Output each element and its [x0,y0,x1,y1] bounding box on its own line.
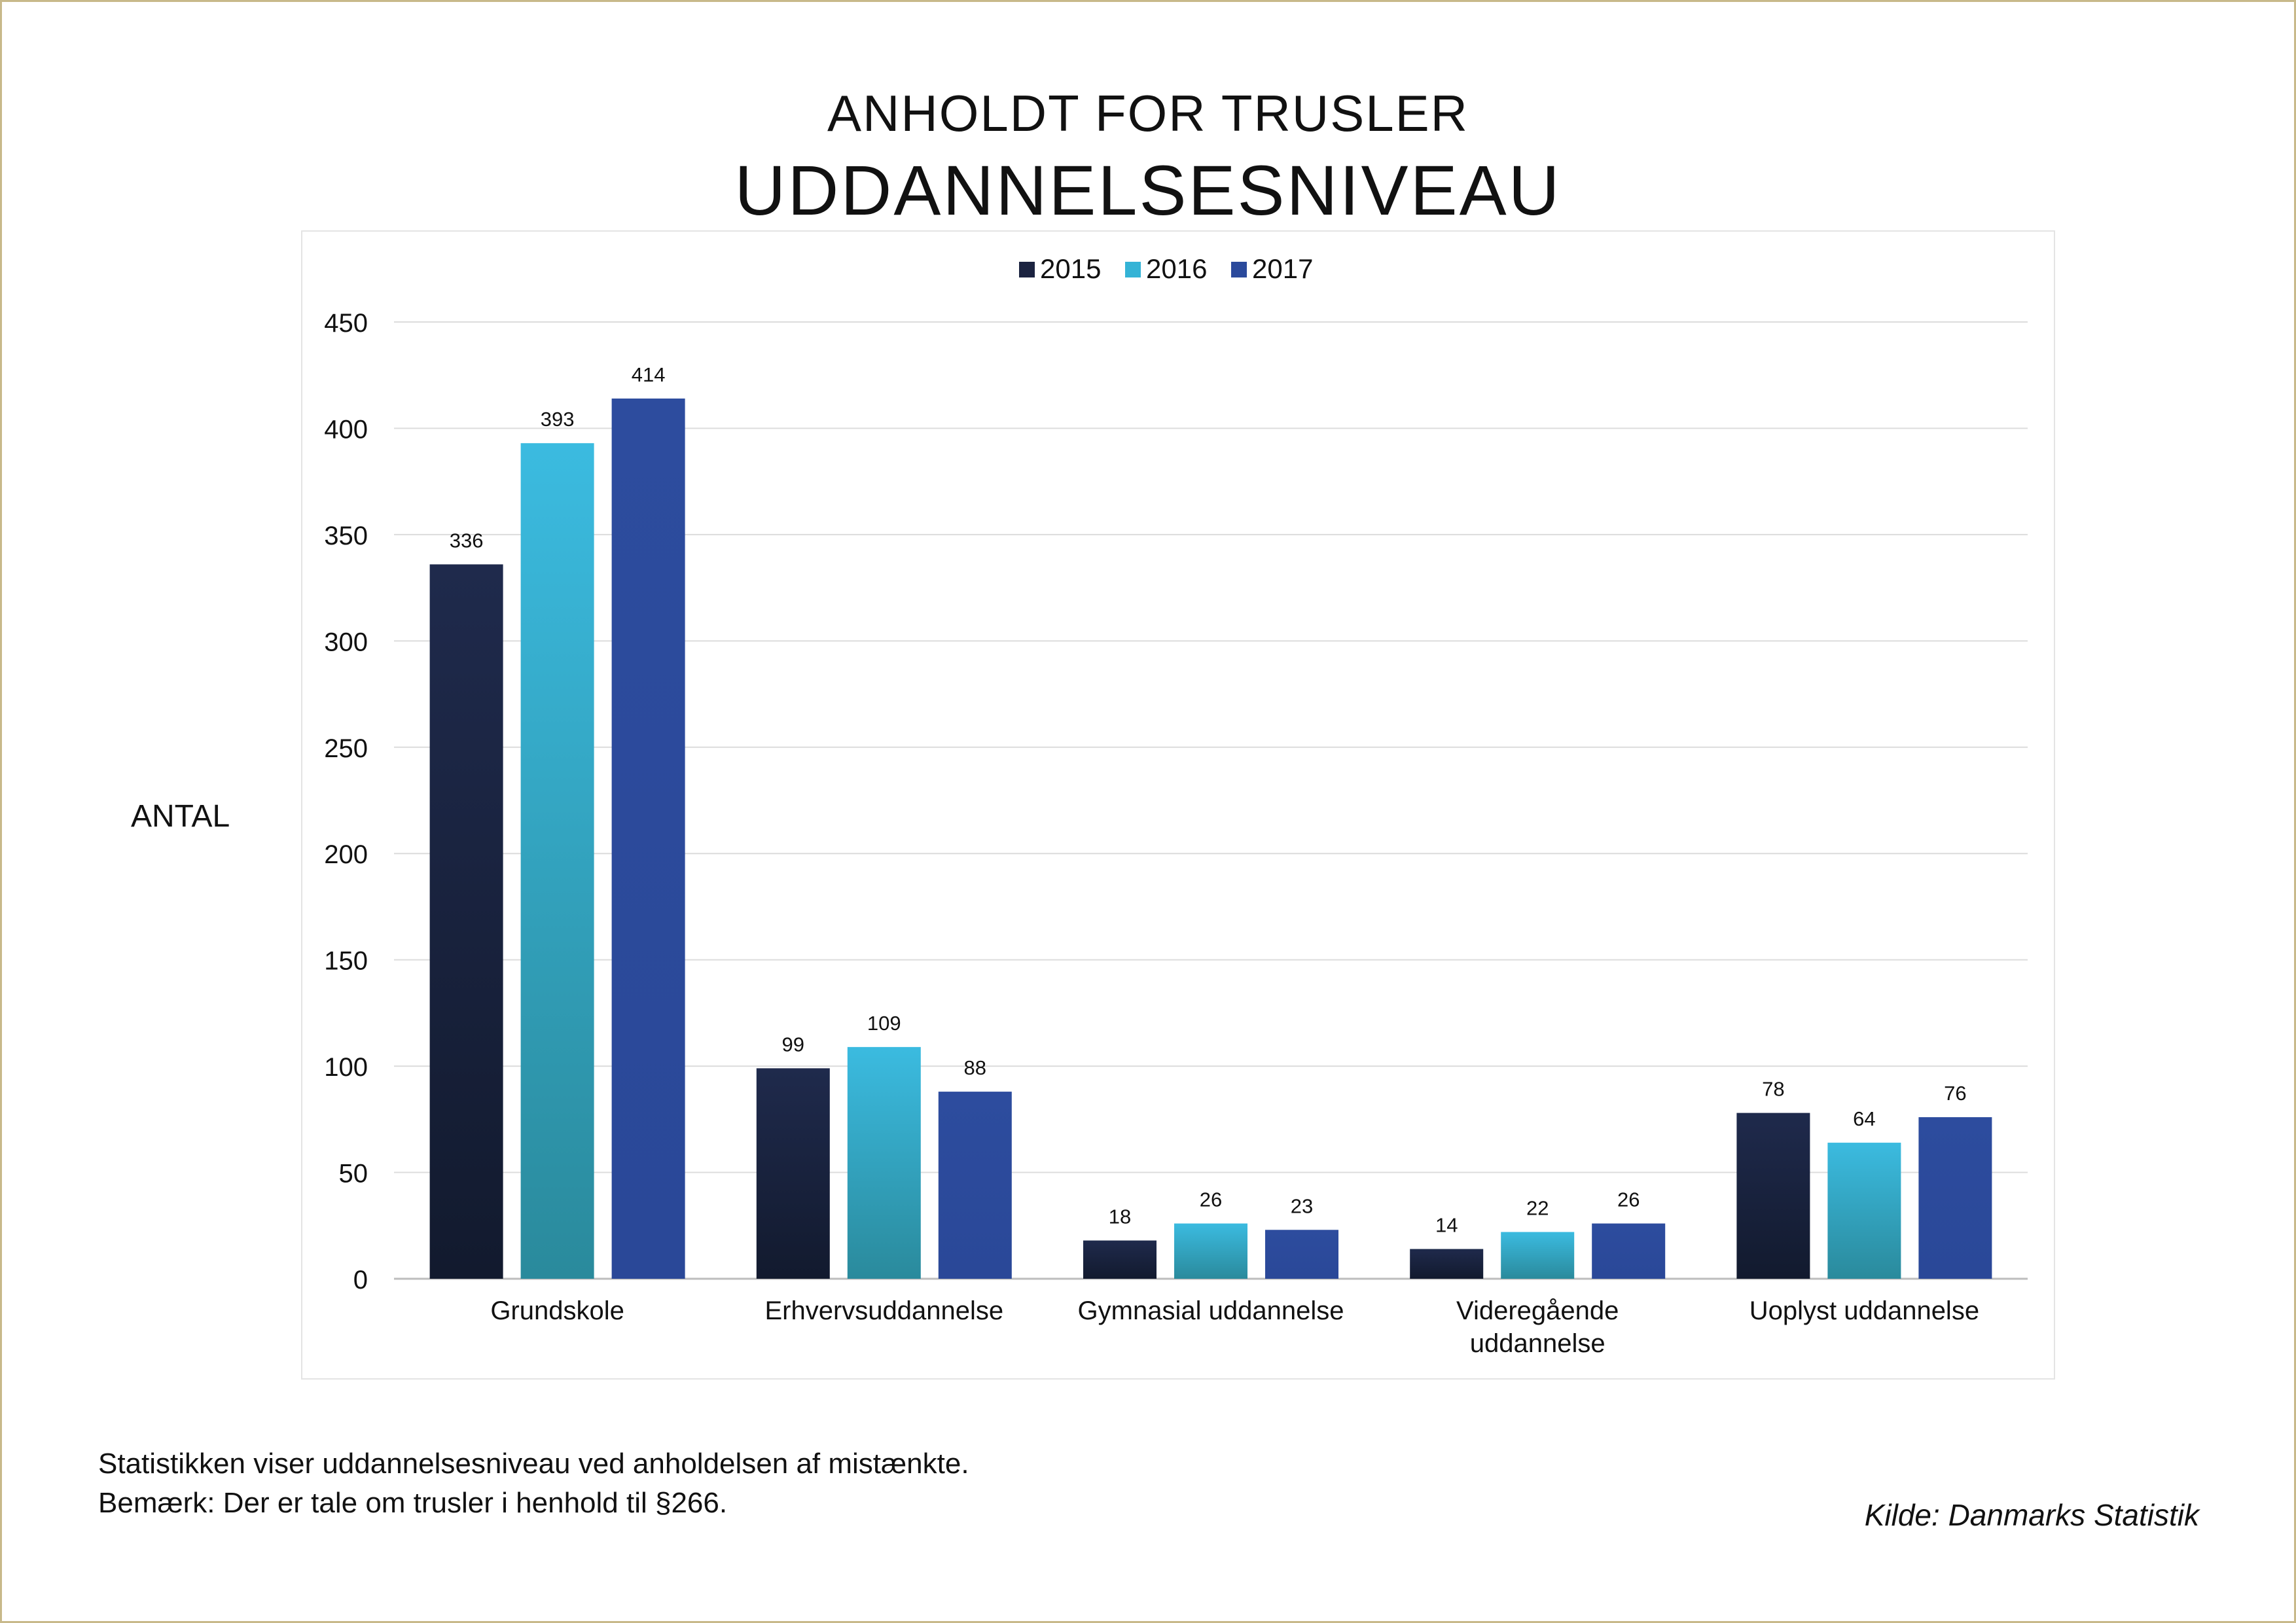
y-tick-label: 200 [324,840,368,869]
bar-chart: 0 50 100 150 200 250 300 350 400 450 336 393 414 Grun… [324,253,2028,1358]
legend-swatch-2017 [1231,262,1247,277]
data-label: 78 [1762,1078,1784,1101]
data-label: 336 [450,529,484,552]
x-category-label: Grundskole [490,1296,624,1325]
data-label: 393 [541,408,575,431]
y-tick-label: 300 [324,628,368,656]
data-label: 23 [1291,1194,1313,1217]
y-tick-label: 150 [324,947,368,976]
chart-area: 0 50 100 150 200 250 300 350 400 450 336 393 414 Grun… [301,230,2055,1380]
data-label: 26 [1617,1188,1640,1211]
legend-swatch-2015 [1019,262,1035,277]
y-tick-label: 450 [324,309,368,338]
x-category-label-line: Gymnasial uddannelse [1078,1296,1344,1325]
y-tick-label: 250 [324,734,368,763]
y-tick-label: 100 [324,1053,368,1082]
x-category-label: Videregående uddannelse [1456,1296,1619,1358]
bar-2015-3 [1410,1249,1484,1279]
legend-label: 2017 [1252,253,1313,284]
bar-2017-1 [938,1092,1012,1279]
chart-supertitle: ANHOLDT FOR TRUSLER [827,84,1469,142]
bar-2017-2 [1265,1230,1338,1279]
bar-2016-1 [847,1046,921,1279]
chart-title: UDDANNELSESNIVEAU [734,151,1562,230]
data-label: 14 [1435,1214,1458,1237]
data-label: 18 [1109,1205,1131,1228]
legend-label: 2016 [1146,253,1207,284]
bar-2017-0 [611,398,685,1279]
data-label: 22 [1526,1197,1549,1220]
x-category-label-line: Erhvervsuddannelse [764,1296,1003,1325]
bar-2015-1 [756,1068,830,1279]
x-category-label-line: Uoplyst uddannelse [1749,1296,1979,1325]
source-credit: Kilde: Danmarks Statistik [1864,1498,2199,1532]
data-label: 26 [1200,1188,1222,1211]
bar-2016-3 [1501,1232,1575,1279]
bar-2016-4 [1827,1143,1901,1279]
x-category-label: Erhvervsuddannelse [764,1296,1003,1325]
x-category-label-line: Videregående [1456,1296,1619,1325]
bar-2015-4 [1736,1113,1810,1279]
x-category-label: Gymnasial uddannelse [1078,1296,1344,1325]
bar-2016-2 [1174,1223,1247,1279]
y-tick-label: 350 [324,522,368,550]
bar-2015-0 [429,564,503,1279]
data-label: 76 [1944,1082,1966,1105]
data-label: 64 [1853,1107,1875,1130]
x-category-label-line: Grundskole [490,1296,624,1325]
bar-2017-3 [1592,1223,1666,1279]
y-axis-label: ANTAL [131,799,230,834]
y-tick-label: 50 [339,1160,368,1188]
bar-2017-4 [1918,1117,1992,1279]
data-label: 99 [782,1033,804,1056]
data-label: 88 [964,1056,986,1079]
x-category-label: Uoplyst uddannelse [1749,1296,1979,1325]
x-category-label-line: uddannelse [1470,1329,1605,1358]
data-label: 109 [867,1012,901,1035]
bar-2015-2 [1083,1240,1157,1279]
note-line-1: Statistikken viser uddannelsesniveau ved… [98,1448,969,1480]
legend-label: 2015 [1040,253,1101,284]
data-label: 414 [632,363,666,386]
note-line-2: Bemærk: Der er tale om trusler i henhold… [98,1487,728,1519]
y-tick-label: 0 [353,1266,368,1294]
legend-swatch-2016 [1125,262,1141,277]
bar-2016-0 [520,443,594,1279]
y-tick-label: 400 [324,415,368,444]
